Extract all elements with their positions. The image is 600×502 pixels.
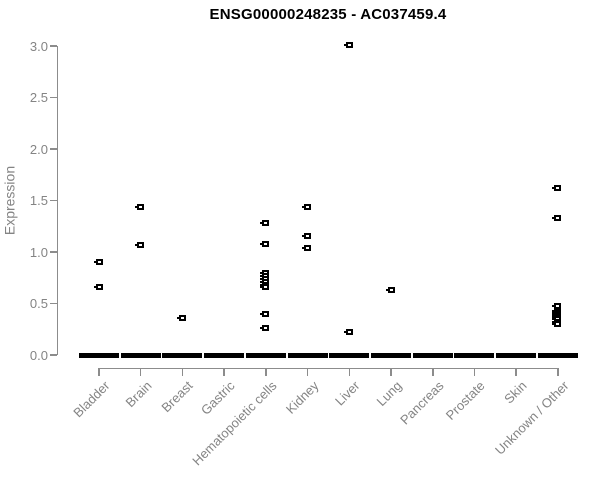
- data-point: [93, 284, 103, 291]
- data-point: [343, 41, 353, 48]
- zero-expression-band: [79, 352, 119, 358]
- data-point: [302, 244, 312, 251]
- data-point: [176, 314, 186, 321]
- data-point: [552, 215, 562, 221]
- y-tick-label: 0.0: [29, 347, 48, 363]
- data-point: [552, 302, 562, 309]
- zero-expression-band: [162, 352, 203, 358]
- data-point: [385, 287, 395, 294]
- y-tick: [50, 302, 57, 305]
- x-tick: [473, 367, 476, 376]
- y-tick-label: 0.5: [29, 296, 48, 311]
- data-point: [552, 321, 562, 328]
- y-tick-label: 3.0: [29, 38, 48, 54]
- data-point: [302, 232, 312, 239]
- y-tick-label: 1.0: [29, 244, 48, 260]
- data-point: [260, 220, 270, 227]
- x-tick: [265, 367, 267, 376]
- data-point: [260, 284, 270, 291]
- data-point: [260, 325, 270, 332]
- y-tick-label: 1.5: [29, 193, 48, 208]
- y-tick: [50, 251, 57, 253]
- y-axis-line: [56, 46, 58, 355]
- x-tick: [432, 367, 434, 376]
- zero-expression-band: [371, 352, 412, 358]
- y-tick-label: 2.5: [29, 90, 48, 105]
- x-tick: [306, 367, 309, 376]
- data-point: [135, 203, 145, 210]
- x-tick: [515, 367, 517, 376]
- y-tick: [50, 199, 57, 202]
- x-tick: [181, 367, 184, 376]
- x-tick: [348, 367, 351, 376]
- y-tick: [50, 45, 57, 47]
- data-point: [260, 240, 270, 247]
- zero-expression-band: [454, 352, 495, 358]
- x-tick: [139, 367, 142, 376]
- x-tick: [223, 367, 225, 376]
- x-tick: [557, 367, 559, 376]
- zero-expression-band: [120, 352, 161, 358]
- zero-expression-band: [537, 352, 578, 358]
- y-tick-label: 2.0: [29, 141, 48, 157]
- zero-expression-band: [412, 352, 453, 358]
- zero-expression-band: [287, 352, 328, 358]
- data-point: [135, 241, 145, 248]
- y-tick: [50, 148, 57, 150]
- y-tick: [50, 96, 57, 99]
- data-point: [260, 310, 270, 317]
- zero-expression-band: [245, 352, 286, 358]
- x-axis-line: [98, 367, 559, 369]
- zero-expression-band: [329, 352, 370, 358]
- zero-expression-band: [204, 352, 245, 358]
- zero-expression-band: [496, 352, 537, 358]
- data-point: [343, 329, 353, 336]
- chart-title: ENSG00000248235 - AC037459.4: [209, 6, 447, 23]
- data-point: [552, 185, 562, 192]
- x-tick: [390, 367, 392, 376]
- y-tick: [50, 354, 57, 356]
- data-point: [93, 259, 103, 266]
- x-tick: [98, 367, 100, 376]
- data-point: [302, 203, 312, 210]
